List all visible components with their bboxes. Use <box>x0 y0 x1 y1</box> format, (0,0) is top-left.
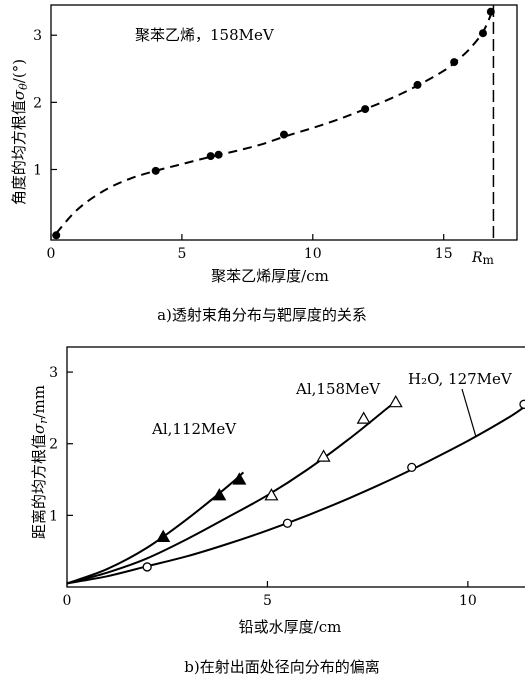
chart-b-caption: b)在射出面处径向分布的偏离 <box>184 658 379 676</box>
chart-b-plot-frame <box>66 346 525 588</box>
chart-a-x-tick-label: 15 <box>435 246 453 262</box>
chart-a-data-point <box>151 166 160 175</box>
chart-b-ticks: 0 5 10 1 2 3 <box>49 365 477 609</box>
chart-a-data-point <box>280 130 288 139</box>
chart-b-point-al-112 <box>156 529 171 542</box>
chart-b-h2o-label-leader <box>461 388 477 437</box>
chart-b-y-label-prefix: 距离的均方根值 <box>30 434 48 539</box>
chart-a-x-tick-label: 10 <box>304 246 322 262</box>
chart-a-data-point <box>450 58 459 67</box>
chart-b-x-tick-label: 10 <box>459 593 477 609</box>
chart-a-data-point <box>478 29 487 38</box>
chart-b-series-label-al-158: Al,158MeV <box>295 380 381 398</box>
chart-b-point-al-158 <box>388 394 403 408</box>
chart-a-annotation: 聚苯乙烯，158MeV <box>135 26 275 44</box>
chart-b-curve-al-112 <box>66 471 245 585</box>
chart-a-rm-var: R <box>471 250 483 266</box>
chart-b-point-h2o-127 <box>282 518 293 528</box>
chart-a-x-axis-label: 聚苯乙烯厚度/cm <box>211 267 329 285</box>
chart-b-y-tick-label: 3 <box>49 365 58 381</box>
chart-a-data-points <box>52 7 495 240</box>
chart-a-data-point <box>486 7 495 16</box>
chart-a-y-tick-label: 1 <box>33 163 42 179</box>
chart-b-series-label-h2o-127: H₂O, 127MeV <box>408 370 513 388</box>
chart-b-x-tick-label: 0 <box>63 593 72 609</box>
chart-a-caption: a)透射束角分布与靶厚度的关系 <box>157 306 367 324</box>
chart-b-data-points <box>142 394 525 572</box>
chart-a-y-label-var: σ <box>10 89 28 100</box>
chart-a-y-tick-label: 2 <box>33 95 42 111</box>
chart-b-point-h2o-127 <box>142 562 152 572</box>
chart-b-y-tick-label: 2 <box>49 437 58 453</box>
chart-b-curves <box>66 399 525 585</box>
chart-a-plot-frame <box>50 4 518 241</box>
chart-a-x-tick-label: 5 <box>177 246 186 262</box>
chart-b-point-al-158 <box>316 449 331 462</box>
chart-b-y-label-sub: r <box>37 418 50 424</box>
chart-b-x-tick-label: 5 <box>263 593 272 609</box>
chart-a-x-tick-label: 0 <box>47 246 56 262</box>
chart-b-point-h2o-127 <box>519 399 525 409</box>
chart-b-point-al-158 <box>264 488 279 501</box>
chart-b-point-al-112 <box>232 472 247 485</box>
chart-a-y-tick-label: 3 <box>33 28 42 44</box>
chart-a-y-label-sub: θ <box>17 83 30 90</box>
chart-a-dashed-fit-curve <box>55 11 494 234</box>
chart-a-data-point <box>214 150 223 159</box>
chart-b-x-axis-label: 铅或水厚度/cm <box>239 618 342 636</box>
chart-a-rm-label: Rm <box>471 250 495 267</box>
chart-b-point-h2o-127 <box>407 462 417 473</box>
chart-b-y-label-var: σ <box>30 423 48 434</box>
chart-b-y-tick-label: 1 <box>49 508 58 524</box>
chart-a: 0 5 10 15 1 2 3 聚苯乙烯，158MeV Rm 聚苯乙烯厚度/cm 角度的均方… <box>10 4 518 324</box>
chart-b-point-al-112 <box>212 488 227 501</box>
chart-b-series-label-al-112: Al,112MeV <box>151 420 237 438</box>
chart-a-y-label-unit: /(°) <box>10 59 28 83</box>
chart-a-data-point <box>361 105 370 114</box>
chart-a-data-point <box>52 231 61 240</box>
chart-a-data-point <box>413 80 422 89</box>
chart-a-data-point <box>206 152 215 161</box>
chart-a-y-label-prefix: 角度的均方根值 <box>10 100 28 205</box>
chart-a-y-axis-label: 角度的均方根值σθ/(°) <box>10 59 30 205</box>
chart-a-ticks: 0 5 10 15 1 2 3 <box>33 28 453 262</box>
chart-b-y-axis-label: 距离的均方根值σr/mm <box>30 385 50 539</box>
chart-b-point-al-158 <box>356 411 371 424</box>
chart-b-curve-h2o-127 <box>66 405 525 585</box>
chart-a-rm-sub: m <box>483 253 495 267</box>
chart-b-y-label-unit: /mm <box>30 385 48 419</box>
